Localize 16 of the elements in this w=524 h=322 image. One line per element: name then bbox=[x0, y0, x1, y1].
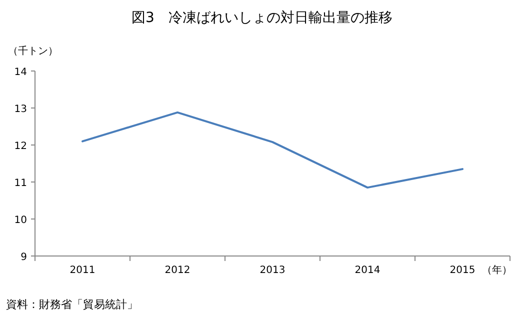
text: 資料：財務省「貿易統計」 bbox=[6, 298, 138, 311]
x-tick-label: 2015 bbox=[450, 265, 476, 276]
x-tick-label: 2014 bbox=[354, 265, 380, 276]
chart-title: 図3 冷凍ばれいしょの対日輸出量の推移 bbox=[132, 10, 392, 26]
y-tick-label: 9 bbox=[20, 252, 27, 263]
x-tick-label: 2011 bbox=[70, 265, 96, 276]
x-axis-title: （年） bbox=[482, 264, 512, 276]
line-series bbox=[82, 111, 464, 189]
y-tick-label: 13 bbox=[14, 104, 27, 115]
y-tick-label: 11 bbox=[14, 178, 27, 189]
y-tick-label: 12 bbox=[14, 141, 27, 152]
x-tick-label: 2013 bbox=[260, 265, 286, 276]
y-tick-label: 10 bbox=[14, 215, 27, 226]
y-tick-label: 14 bbox=[14, 67, 27, 78]
y-axis-title: （千トン） bbox=[8, 45, 58, 57]
x-tick-label: 2012 bbox=[164, 265, 190, 276]
